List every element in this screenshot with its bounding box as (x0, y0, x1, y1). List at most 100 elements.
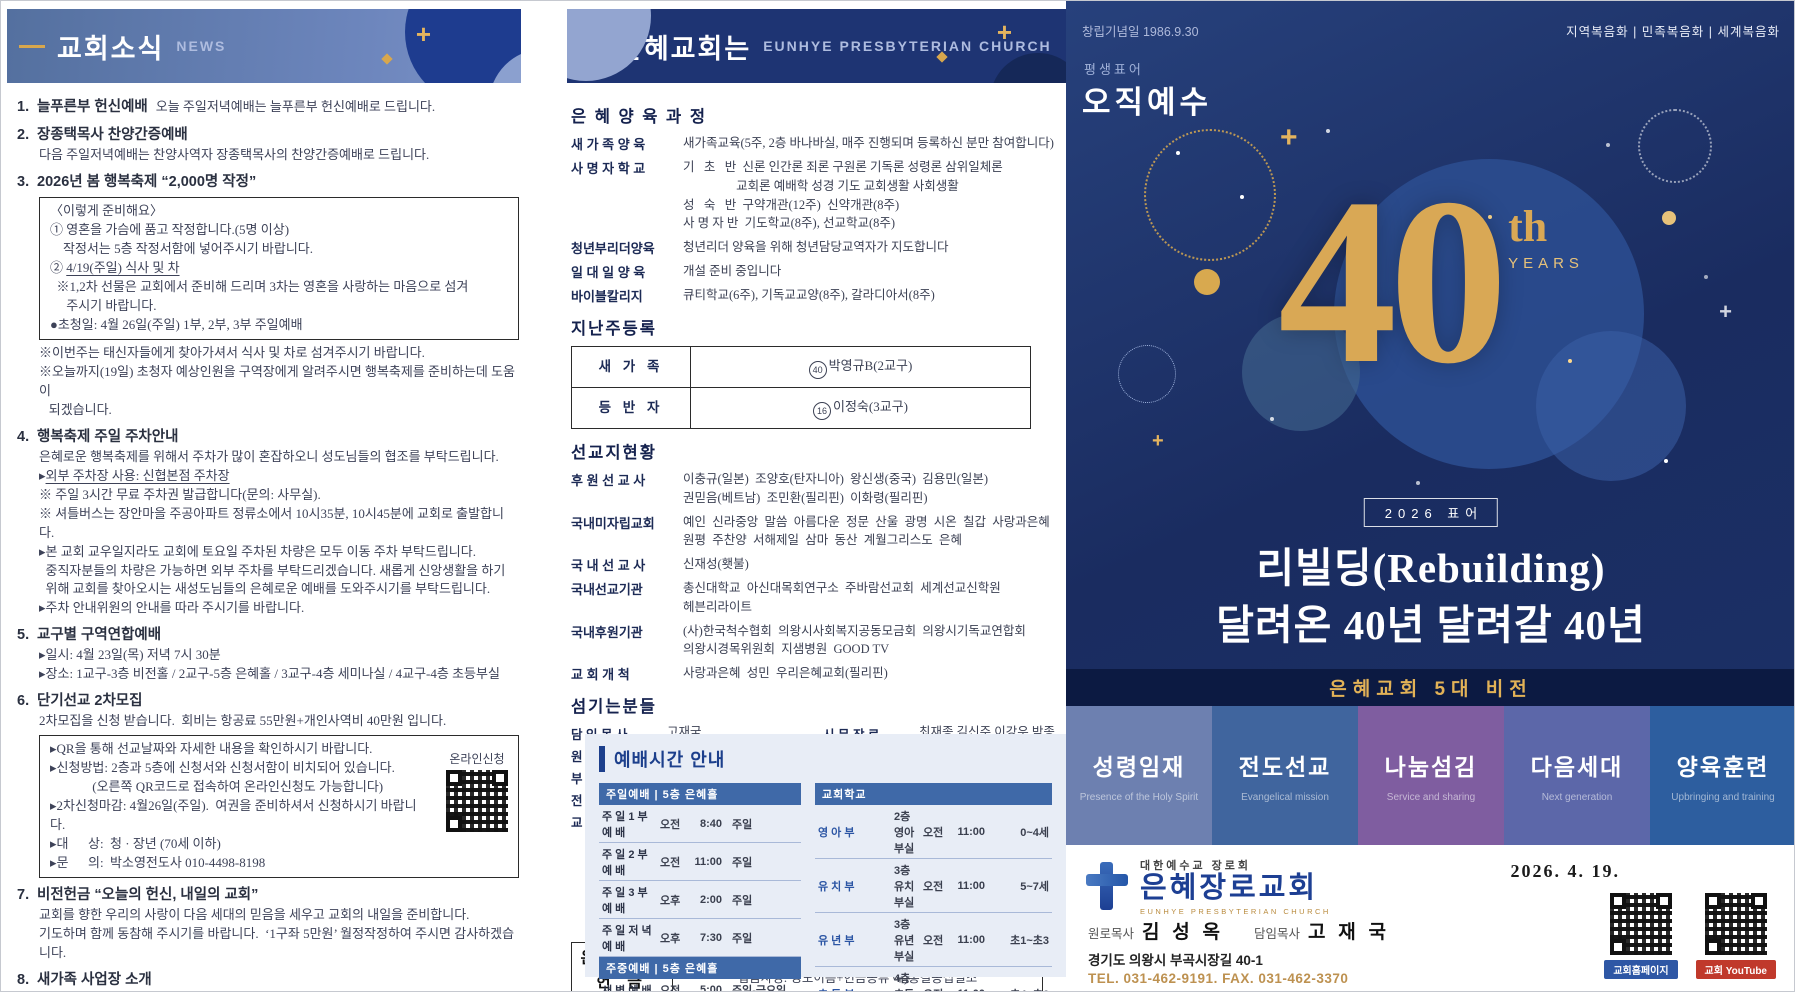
news-item: 6. 단기선교 2차모집 2차모집을 신청 받습니다. 회비는 항공료 55만원+개… (17, 691, 519, 879)
lr-label: 국내후원기관 (571, 624, 643, 640)
lr-line: (사)한국척수협회 의왕시사회복지공동모금회 의왕시기독교연합회 (683, 623, 1026, 638)
news-line: 되겠습니다. (39, 401, 112, 417)
lr-lines: 기 초 반 신론 인간론 죄론 구원론 기독론 성령론 삼위일체론 교회론 예배… (683, 158, 1056, 233)
qr-eye (492, 770, 508, 787)
wt-ampm: 오후 (660, 932, 681, 945)
cross-vertical-bar (1100, 862, 1113, 911)
circle-decor-icon (1536, 331, 1686, 481)
panel-church-info: + 은혜교회는 EUNHYE PRESBYTERIAN CHURCH 은 혜 양… (531, 1, 1066, 991)
pastors: 원로목사 김 성 옥 담임목사 고 재 국 (1088, 917, 1390, 944)
life-motto: 오직예수 (1082, 85, 1213, 120)
lr-lines: 큐티학교(6주), 기독교교양(8주), 갈라디아서(8주) (683, 286, 1056, 305)
news-num: 1. (17, 99, 30, 115)
news-head: 2. 장종택목사 찬양간증예배 (17, 125, 519, 146)
section-title-lastweek: 지난주등록 (571, 320, 657, 338)
wt-ampm: 오전 (660, 818, 681, 831)
lr-line: 신재성(횃불) (683, 557, 749, 571)
news-head: 4. 행복축제 주일 주차안내 (17, 427, 519, 448)
news-num: 5. (17, 627, 30, 644)
wt-time: 2:00 (699, 893, 722, 906)
lr-line: 이충규(일본) 조양호(탄자니아) 왕신생(중국) 김용민(일본) (683, 472, 989, 486)
qr-online-apply: 온라인신청 (443, 750, 511, 836)
sparkle-plus-icon: + (1280, 121, 1298, 154)
box-line: ▸QR을 통해 선교날짜와 자세한 내용을 확인하시기 바랍니다. (50, 741, 373, 757)
news-item: 2. 장종택목사 찬양간증예배 다음 주일저녁예배는 찬양사역자 장종택목사의 찬양… (17, 125, 519, 165)
wt-row: 주 일 3 부 예 배 오후 2:00 주일 (599, 881, 801, 919)
lr-line: 사 명 자 반 기도학교(8주), 선교학교(8주) (683, 216, 896, 231)
qr-code (1701, 890, 1770, 958)
news-item: 7. 비전헌금 “오늘의 헌신, 내일의 교회” 교회를 향한 우리의 사랑이 다음… (17, 885, 519, 963)
lr-label: 청년부리더양육 (571, 241, 655, 256)
wt-row: 새 벽 예 배 오전 5:00 주일-금요일 (599, 979, 801, 992)
p-name: 김 성 옥 (1142, 922, 1224, 943)
wt-name2: 유 치 부 (818, 880, 855, 893)
anniversary-th: th (1508, 202, 1548, 251)
news-box: 〈이렇게 준비해요〉 ① 영혼을 가슴에 품고 작정합니다.(5명 이상) 작정서… (39, 197, 519, 340)
lr-row: 국내선교기관 총신대학교 아신대목회연구소 주바람선교회 세계선교신학원 헤븐리라이… (571, 579, 1056, 617)
wt-header: 주일예배 | 5층 은혜홀 (599, 783, 801, 805)
wt-age: 초1~초3 (1010, 934, 1049, 947)
wt-day: 주일 (732, 856, 753, 869)
box-line: ▸신청방법: 2층과 5층에 신청서와 신청서함이 비치되어 있습니다. (50, 760, 395, 776)
wt-day: 주일-금요일 (732, 984, 787, 992)
worship-right-table: 교회학교 영 아 부 2층 영아부실 오전 11:00 0~4세 유 치 부 3층 유치부실 오… (815, 783, 1052, 992)
p-name: 고 재 국 (1307, 922, 1390, 943)
church-name-block: 대한예수교 장로회 은혜장로교회 EUNHYE PRESBYTERIAN CHU… (1140, 857, 1331, 916)
life-motto-label: 평생표어 (1084, 62, 1144, 77)
lr-row: 국내후원기관 (사)한국척수협회 의왕시사회복지공동모금회 의왕시기독교연합회 의왕… (571, 622, 1056, 660)
news-num: 8. (17, 972, 30, 989)
vision-block: 성령임재 Presence of the Holy Spirit (1066, 706, 1212, 845)
vision-ko: 양육훈련 (1676, 755, 1770, 780)
wt-name: 주 일 저 녁 예 배 (602, 924, 652, 953)
info-subtitle: EUNHYE PRESBYTERIAN CHURCH (763, 38, 1052, 54)
lr-line: 헤븐리라이트 (683, 599, 753, 614)
theme-slogan-line1: 리빌딩(Rebuilding) (1256, 545, 1606, 591)
news-item: 5. 교구별 구역연합예배 ▸일시: 4월 23일(목) 저녁 7시 30분 ▸장소:… (17, 625, 519, 684)
news-line: ※오늘까지(19일) 초청자 예상인원을 구역장에게 알려주시면 행복축제를 준… (39, 363, 516, 398)
lastweek-table: 새 가 족 40 박영규B(2교구) 등 반 자 16 이정숙(3교구) (571, 346, 1031, 429)
bulletin-date: 2026. 4. 19. (1510, 861, 1620, 881)
wt-time: 11:00 (957, 825, 985, 838)
wt-name: 주 일 2 부 예 배 (602, 848, 648, 877)
box-line: ② 4/19(주일) 식사 및 차 (50, 259, 180, 275)
news-num: 2. (17, 127, 30, 144)
lr-label: 사 명 자 학 교 (571, 161, 646, 176)
church-logo-block: 대한예수교 장로회 은혜장로교회 EUNHYE PRESBYTERIAN CHU… (1084, 857, 1331, 916)
panel-church-news: + 교회소식 NEWS 1. 늘푸른부 헌신예배 오늘 주일저녁예배는 늘푸른부 헌… (1, 1, 531, 991)
footer-qr-codes: 교회홈페이지 교회 YouTube (1604, 890, 1776, 979)
lr-lines: 이충규(일본) 조양호(탄자니아) 왕신생(중국) 김용민(일본) 권믿음(베트남… (683, 470, 1056, 508)
lr-row: 후 원 선 교 사 이충규(일본) 조양호(탄자니아) 왕신생(중국) 김용민(일… (571, 470, 1056, 508)
info-header-band: + 은혜교회는 EUNHYE PRESBYTERIAN CHURCH (567, 9, 1066, 83)
box-line: ▸대 상: 청 · 장년 (70세 이하) (50, 836, 221, 852)
vision-en: Presence of the Holy Spirit (1079, 792, 1199, 803)
lr-lines: 청년리더 양육을 위해 청년담당교역자가 지도합니다 (683, 238, 1056, 257)
box-qr-label: 온라인신청 (449, 752, 505, 767)
qr-eye (446, 816, 462, 833)
qr-code (1606, 890, 1675, 958)
section-title-mission: 선교지현황 (571, 444, 657, 462)
wt-time: 11:00 (957, 879, 985, 892)
wt-time: 7:30 (699, 931, 722, 944)
wt-time: 11:00 (694, 855, 722, 868)
section-title-servants: 섬기는분들 (571, 698, 657, 716)
sparkle-diamond-icon (381, 53, 393, 65)
wt-loc: 2층 영아부실 (894, 810, 915, 855)
wt-header: 교회학교 (815, 783, 1052, 805)
lr-line: 청년리더 양육을 위해 청년담당교역자가 지도합니다 (683, 240, 949, 254)
sparkle-plus-icon: + (415, 19, 431, 49)
wt-time: 5:00 (699, 983, 722, 992)
lw-c2: 40 박영규B(2교구) (691, 347, 1030, 387)
wt-day: 주일 (732, 932, 753, 945)
lr-line: 권믿음(베트남) 조민환(필리핀) 이화령(필리핀) (683, 490, 928, 505)
qr-code (443, 767, 511, 836)
wt-name2: 초 등 부 (818, 986, 894, 992)
news-line: ▸장소: 1교구-3층 비전홀 / 2교구-5층 은혜홀 / 3교구-4층 세미… (39, 666, 500, 682)
wt-ampm: 오전 (923, 934, 944, 947)
cover-meta: 창립기념일 1986.9.30 지역복음화 | 민족복음화 | 세계복음화 (1082, 21, 1780, 40)
news-title: 단기선교 2차모집 (37, 693, 143, 710)
wt-time: 11:00 (957, 933, 985, 946)
lr-row: 일 대 일 양 육 개설 준비 중입니다 (571, 262, 1056, 281)
qr-eye (1704, 893, 1721, 909)
news-line: 교회를 향한 우리의 사랑이 다음 세대의 믿음을 세우고 교회의 내일을 준비… (39, 907, 470, 923)
vision-block: 전도선교 Evangelical mission (1212, 706, 1358, 845)
